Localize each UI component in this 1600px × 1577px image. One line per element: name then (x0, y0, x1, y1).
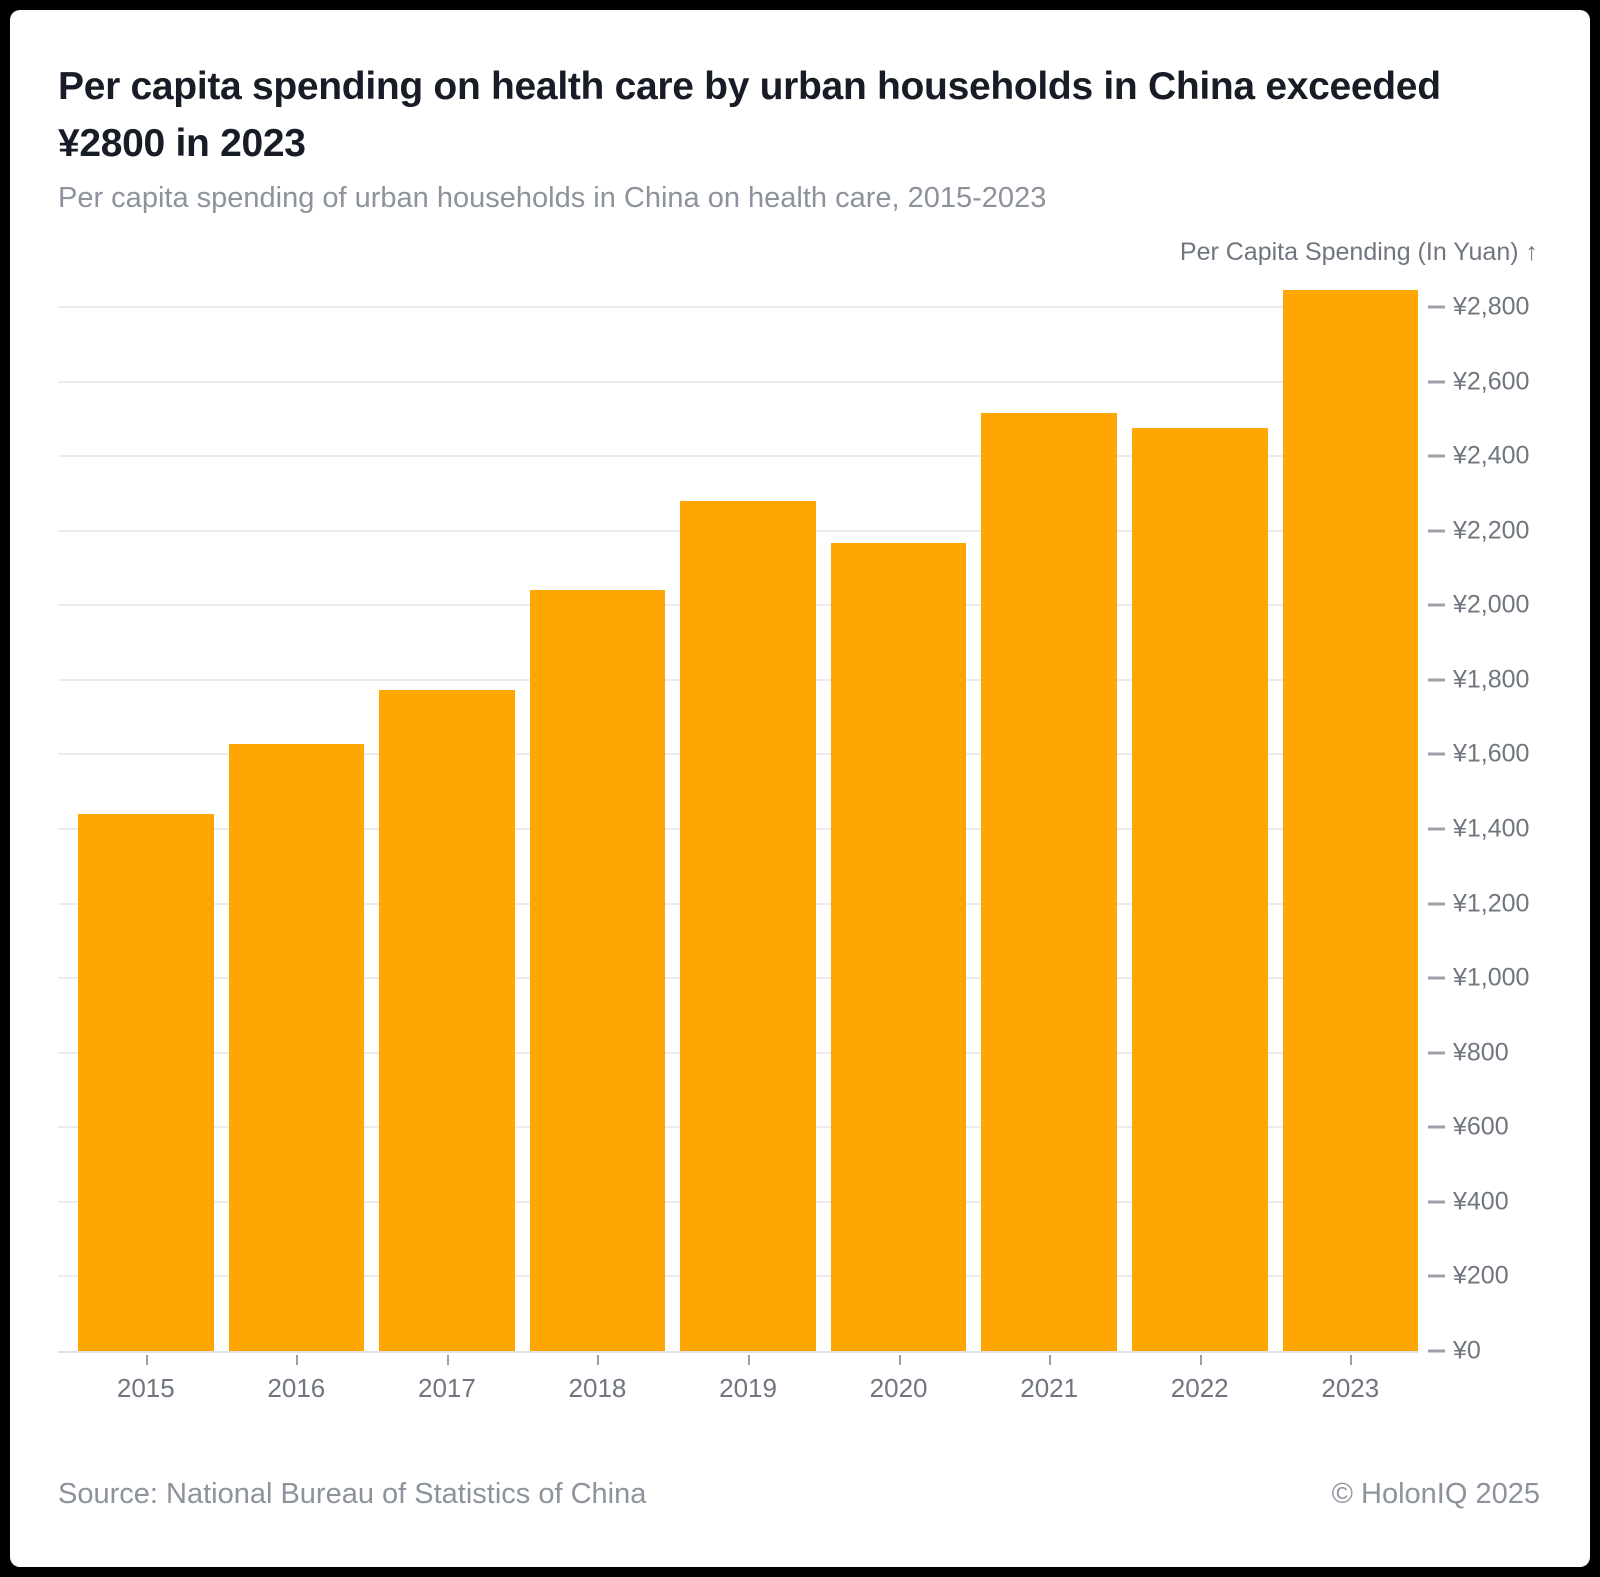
y-axis-title: Per Capita Spending (In Yuan) ↑ (1180, 238, 1538, 267)
bar-2016[interactable]: 2016 (229, 744, 365, 1351)
chart-title: Per capita spending on health care by ur… (58, 58, 1538, 172)
y-tick-label: ¥1,000 (1453, 964, 1529, 993)
bar-2017[interactable]: 2017 (379, 690, 515, 1351)
y-tick-dash (1428, 977, 1445, 980)
y-tick-label: ¥600 (1453, 1113, 1509, 1142)
x-tick-2016 (296, 1355, 298, 1365)
y-tick-2400: ¥2,400 (1428, 442, 1529, 471)
y-tick-400: ¥400 (1428, 1187, 1509, 1216)
y-tick-dash (1428, 678, 1445, 681)
x-tick-label-2023: 2023 (1253, 1373, 1449, 1404)
y-tick-dash (1428, 1126, 1445, 1129)
y-tick-dash (1428, 1275, 1445, 1278)
y-tick-1600: ¥1,600 (1428, 740, 1529, 769)
copyright-text: © HolonIQ 2025 (1332, 1478, 1540, 1511)
y-tick-dash (1428, 1200, 1445, 1203)
y-tick-1000: ¥1,000 (1428, 964, 1529, 993)
y-tick-label: ¥2,200 (1453, 516, 1529, 545)
bar-2021[interactable]: 2021 (981, 413, 1117, 1351)
y-tick-2600: ¥2,600 (1428, 367, 1529, 396)
y-tick-2800: ¥2,800 (1428, 293, 1529, 322)
y-tick-dash (1428, 529, 1445, 532)
y-tick-dash (1428, 1350, 1445, 1353)
y-tick-200: ¥200 (1428, 1262, 1509, 1291)
y-tick-dash (1428, 306, 1445, 309)
x-tick-2023 (1350, 1355, 1352, 1365)
y-tick-800: ¥800 (1428, 1038, 1509, 1067)
y-tick-2000: ¥2,000 (1428, 591, 1529, 620)
y-tick-label: ¥1,600 (1453, 740, 1529, 769)
x-tick-2020 (899, 1355, 901, 1365)
y-tick-label: ¥1,800 (1453, 665, 1529, 694)
y-tick-label: ¥2,800 (1453, 293, 1529, 322)
y-tick-dash (1428, 828, 1445, 831)
y-tick-dash (1428, 604, 1445, 607)
source-text: Source: National Bureau of Statistics of… (58, 1478, 646, 1511)
bar-2019[interactable]: 2019 (680, 501, 816, 1351)
y-tick-dash (1428, 455, 1445, 458)
bar-2023[interactable]: 2023 (1283, 290, 1419, 1351)
y-tick-label: ¥400 (1453, 1187, 1509, 1216)
chart-footer: Source: National Bureau of Statistics of… (10, 1478, 1590, 1511)
y-tick-1200: ¥1,200 (1428, 889, 1529, 918)
x-tick-2017 (447, 1355, 449, 1365)
bar-2022[interactable]: 2022 (1132, 428, 1268, 1351)
plot-area: ¥0¥200¥400¥600¥800¥1,000¥1,200¥1,400¥1,6… (58, 283, 1418, 1353)
chart-title-line-1: Per capita spending on health care by ur… (58, 65, 1441, 108)
y-tick-label: ¥800 (1453, 1038, 1509, 1067)
chart-title-line-2: ¥2800 in 2023 (58, 122, 306, 165)
bar-series: 201520162017201820192020202120222023 (78, 283, 1418, 1351)
x-tick-2022 (1200, 1355, 1202, 1365)
y-tick-dash (1428, 380, 1445, 383)
y-tick-dash (1428, 753, 1445, 756)
y-tick-600: ¥600 (1428, 1113, 1509, 1142)
chart-subtitle: Per capita spending of urban households … (58, 182, 1538, 215)
x-tick-2018 (597, 1355, 599, 1365)
y-tick-label: ¥2,600 (1453, 367, 1529, 396)
y-tick-0: ¥0 (1428, 1337, 1481, 1366)
y-tick-dash (1428, 902, 1445, 905)
y-tick-label: ¥2,000 (1453, 591, 1529, 620)
y-tick-dash (1428, 1051, 1445, 1054)
y-tick-label: ¥1,200 (1453, 889, 1529, 918)
x-tick-2015 (146, 1355, 148, 1365)
y-tick-2200: ¥2,200 (1428, 516, 1529, 545)
x-tick-2021 (1049, 1355, 1051, 1365)
bar-2020[interactable]: 2020 (831, 543, 967, 1351)
y-tick-1400: ¥1,400 (1428, 815, 1529, 844)
bar-2015[interactable]: 2015 (78, 814, 214, 1351)
y-tick-label: ¥0 (1453, 1337, 1481, 1366)
x-tick-2019 (748, 1355, 750, 1365)
bar-2018[interactable]: 2018 (530, 590, 666, 1351)
y-tick-label: ¥2,400 (1453, 442, 1529, 471)
y-tick-label: ¥1,400 (1453, 815, 1529, 844)
y-tick-1800: ¥1,800 (1428, 665, 1529, 694)
y-tick-label: ¥200 (1453, 1262, 1509, 1291)
chart-card: Per capita spending on health care by ur… (10, 10, 1590, 1567)
